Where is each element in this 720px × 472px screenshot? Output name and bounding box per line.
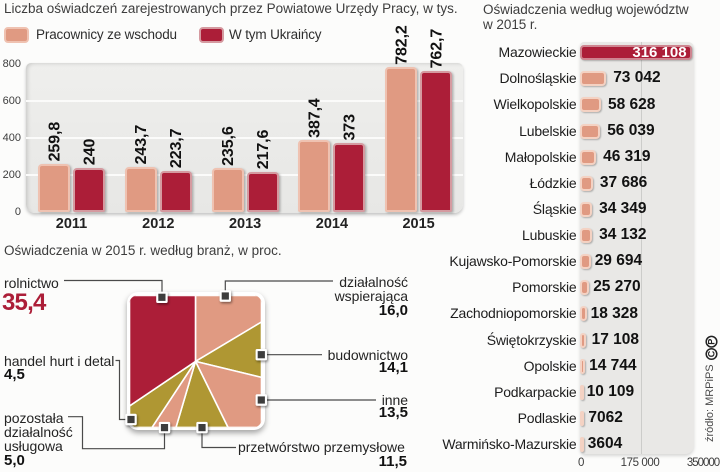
svg-text:C: C	[707, 350, 717, 357]
svg-text:źródło: MRPiPS: źródło: MRPiPS	[704, 364, 716, 442]
svg-text:782,2: 782,2	[393, 25, 410, 65]
svg-text:235,6: 235,6	[220, 126, 237, 166]
svg-text:387,4: 387,4	[307, 98, 324, 138]
svg-text:243,7: 243,7	[133, 125, 150, 165]
svg-text:259,8: 259,8	[46, 122, 63, 162]
svg-text:762,7: 762,7	[428, 29, 445, 69]
svg-text:223,7: 223,7	[168, 128, 185, 168]
svg-text:240: 240	[81, 139, 98, 166]
svg-text:217,6: 217,6	[255, 129, 272, 169]
svg-text:373: 373	[342, 114, 359, 141]
svg-text:P: P	[707, 339, 717, 345]
